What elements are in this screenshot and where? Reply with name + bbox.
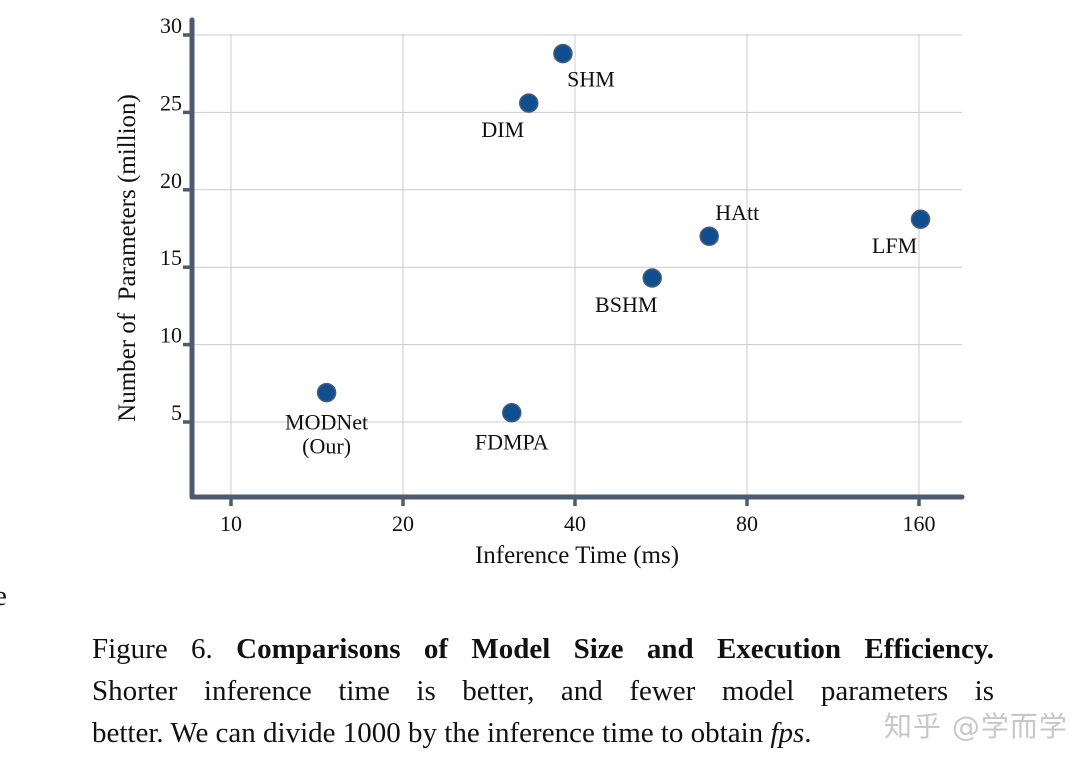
caption-line-3: better. We can divide 1000 by the infere… — [92, 712, 994, 754]
point-sublabel-modnet: (Our) — [302, 434, 351, 459]
data-point-lfm — [910, 209, 931, 229]
y-tick-label: 20 — [160, 168, 182, 193]
watermark: 知乎 @学而学 — [884, 710, 1068, 743]
point-label-lfm: LFM — [872, 233, 917, 258]
point-label-fdmpa: FDMPA — [475, 430, 549, 455]
caption-line-3-text: better. We can divide 1000 by the infere… — [92, 717, 771, 749]
x-tick-label: 20 — [392, 511, 414, 536]
data-point-hatt — [699, 226, 719, 246]
axes — [183, 17, 965, 506]
caption-line-1: Figure 6. Comparisons of Model Size and … — [92, 628, 994, 670]
point-label-modnet: MODNet — [285, 410, 368, 435]
point-label-bshm: BSHM — [595, 292, 657, 317]
y-tick-label: 30 — [160, 13, 182, 38]
figure-caption: Figure 6. Comparisons of Model Size and … — [92, 628, 994, 754]
tick-labels: 10 20 40 80 160 5 10 15 20 25 30 — [160, 13, 936, 536]
figure-label: Figure 6. — [92, 633, 213, 665]
y-tick-label: 10 — [160, 323, 182, 348]
data-point-dim — [519, 93, 539, 113]
data-point-fdmpa — [502, 402, 522, 423]
y-tick-label: 25 — [160, 90, 182, 115]
x-tick-label: 80 — [736, 511, 758, 536]
y-tick-label: 15 — [160, 245, 182, 270]
caption-line-2: Shorter inference time is better, and fe… — [92, 675, 994, 707]
x-tick-label: 10 — [220, 511, 242, 536]
y-axis-title: Number of Parameters (million) — [114, 94, 141, 422]
scatter-chart: 10 20 40 80 160 5 10 15 20 25 30 MODNet(Our) FDMPA D… — [114, 13, 965, 569]
grid-lines — [192, 34, 962, 497]
x-axis-title: Inference Time (ms) — [475, 542, 679, 569]
data-point-shm — [553, 43, 573, 64]
y-tick-label: 5 — [171, 400, 182, 425]
data-point-bshm — [642, 268, 662, 288]
point-label-shm: SHM — [567, 67, 615, 92]
caption-period: . — [804, 717, 812, 749]
point-label-dim: DIM — [481, 117, 524, 142]
data-point-modnet — [316, 382, 337, 403]
cropped-text-fragment: e — [0, 580, 7, 612]
data-points: MODNet(Our) FDMPA DIM SHM BSHM HAtt LFM — [285, 43, 931, 459]
x-tick-label: 40 — [564, 511, 586, 536]
x-tick-label: 160 — [903, 511, 936, 536]
caption-title: Comparisons of Model Size and Execution … — [236, 633, 995, 665]
fps-math: fps — [770, 717, 805, 749]
point-label-hatt: HAtt — [715, 200, 759, 225]
